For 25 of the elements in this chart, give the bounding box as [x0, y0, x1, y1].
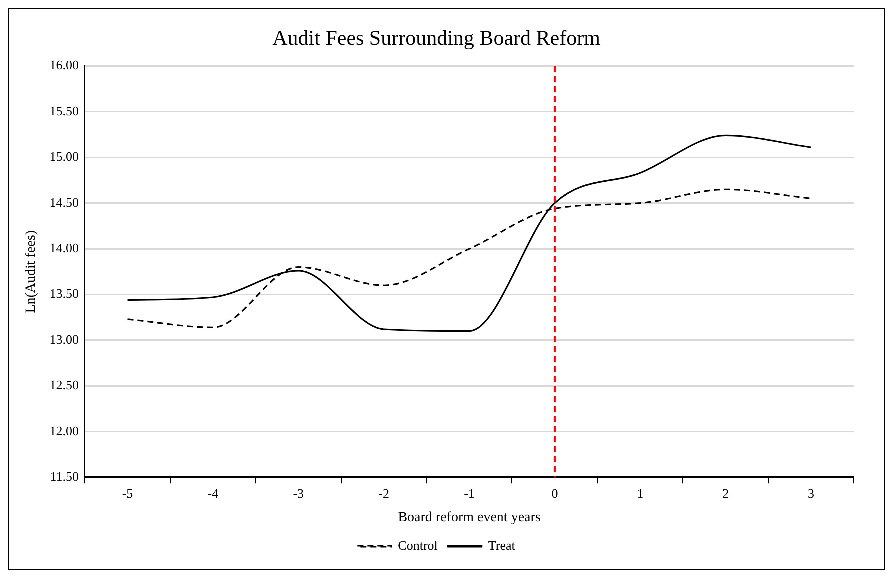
x-tick-label: -1 [464, 486, 475, 501]
line-series [126, 134, 812, 332]
x-tick-label: 2 [722, 486, 730, 501]
y-tick-label: 14.50 [50, 194, 80, 210]
x-tick-label: 0 [552, 486, 558, 501]
y-tick-label: 15.50 [50, 103, 80, 118]
legend-label: Control [398, 538, 438, 553]
y-axis-title: Ln(Audit fees) [24, 230, 40, 314]
legend-label: Treat [488, 538, 516, 553]
x-axis-title: Board reform event years [398, 510, 541, 526]
y-tick-label: 13.00 [50, 332, 80, 347]
y-tick-label: 14.00 [50, 240, 80, 256]
y-tick-label: 11.50 [50, 469, 80, 484]
y-tick-label: 12.50 [50, 378, 80, 393]
x-tick-label: -2 [378, 486, 390, 501]
y-tick-label: 12.00 [50, 423, 80, 438]
x-tick-label: -3 [293, 486, 304, 501]
x-tick-label: -4 [208, 486, 220, 501]
y-tick-label: 15.00 [50, 149, 80, 164]
chart-title: Audit Fees Surrounding Board Reform [272, 26, 600, 50]
y-tick-label: 16.00 [50, 58, 80, 73]
x-tick-label: -5 [122, 486, 134, 501]
y-tick-label: 13.50 [50, 286, 80, 302]
x-tick-label: 1 [637, 486, 644, 501]
x-tick-label: 3 [808, 486, 815, 501]
